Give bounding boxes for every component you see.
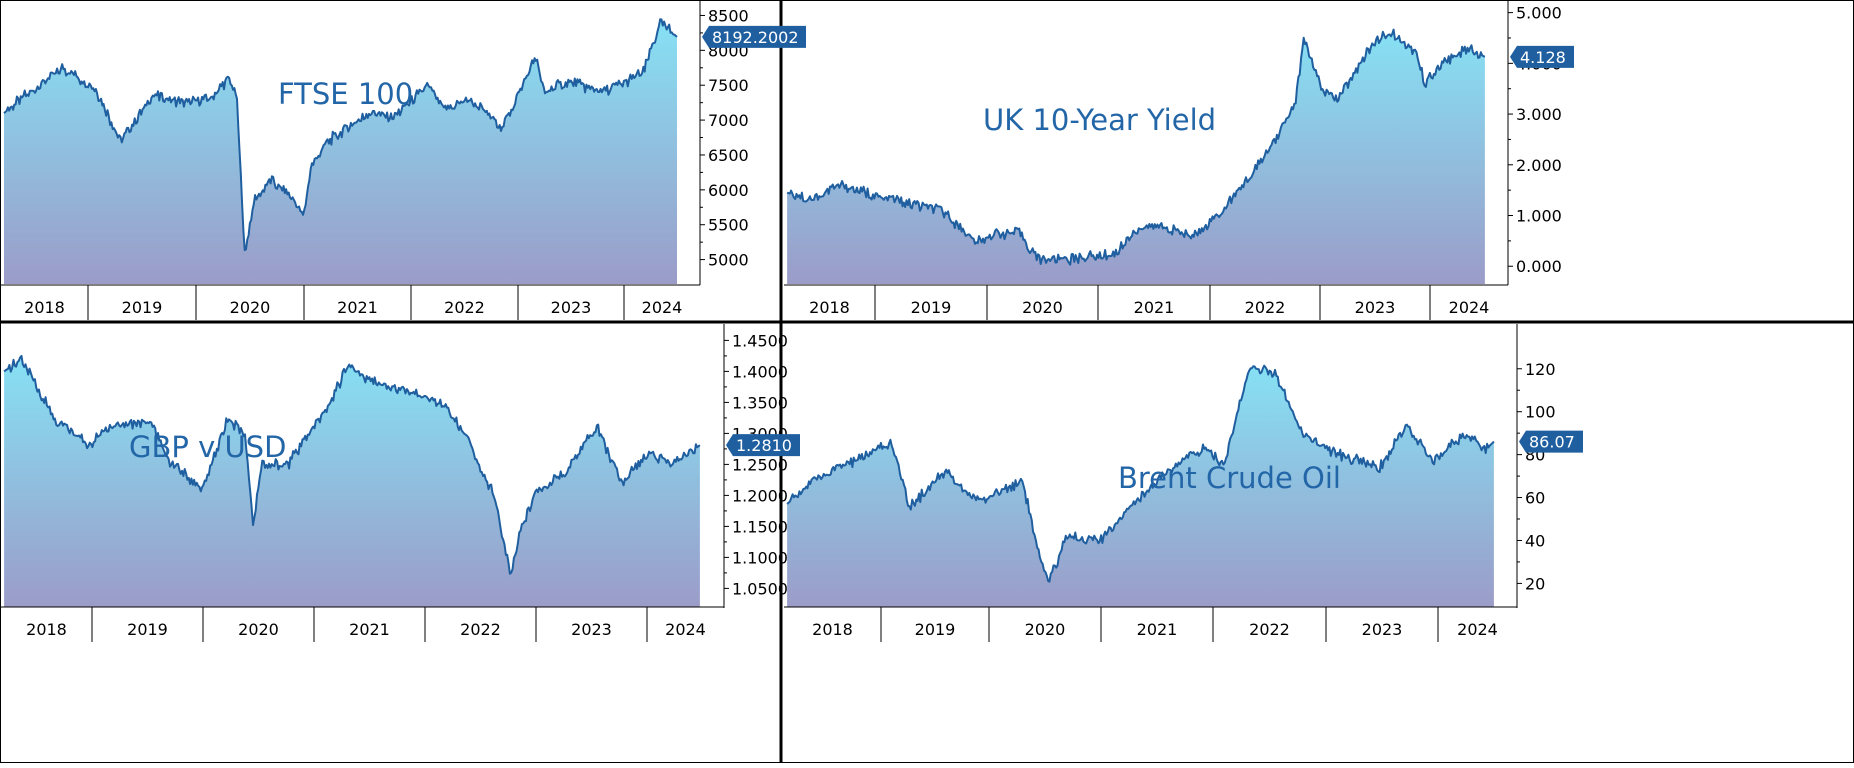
x-tick-label: 2021 bbox=[349, 620, 390, 639]
y-tick-label: 1.1000 bbox=[732, 548, 788, 567]
chart-title: FTSE 100 bbox=[278, 77, 413, 111]
y-tick-label: 7500 bbox=[708, 76, 749, 95]
y-tick-label: 5500 bbox=[708, 216, 749, 235]
y-tick-label: 0.000 bbox=[1516, 257, 1562, 276]
x-tick-label: 2024 bbox=[665, 620, 706, 639]
x-tick-label: 2021 bbox=[337, 298, 378, 317]
last-value-badge bbox=[1510, 45, 1574, 68]
y-tick-label: 1.4000 bbox=[732, 362, 788, 381]
series-line bbox=[786, 28, 1486, 266]
x-tick-label: 2023 bbox=[1362, 620, 1403, 639]
last-value-badge bbox=[726, 434, 800, 457]
area-fill bbox=[4, 19, 677, 284]
last-value-label: 1.2810 bbox=[736, 436, 792, 455]
y-tick-label: 8500 bbox=[708, 6, 749, 25]
x-tick-label: 2024 bbox=[1449, 298, 1490, 317]
x-tick-label: 2019 bbox=[911, 298, 952, 317]
series-line bbox=[786, 364, 1495, 583]
x-tick-label: 2019 bbox=[127, 620, 168, 639]
y-tick-label: 100 bbox=[1525, 403, 1556, 422]
area-fill bbox=[787, 365, 1494, 607]
y-tick-label: 6000 bbox=[708, 181, 749, 200]
x-tick-label: 2019 bbox=[915, 620, 956, 639]
y-tick-label: 120 bbox=[1525, 360, 1556, 379]
x-tick-label: 2021 bbox=[1134, 298, 1175, 317]
chart-panel-2: 0.0001.0002.0003.0004.0005.0004.12820182… bbox=[784, 1, 1574, 320]
x-tick-label: 2020 bbox=[1025, 620, 1066, 639]
area-fill bbox=[787, 29, 1485, 284]
x-tick-label: 2023 bbox=[1355, 298, 1396, 317]
chart-title: Brent Crude Oil bbox=[1118, 461, 1341, 495]
x-tick-label: 2018 bbox=[24, 298, 65, 317]
chart-panel-3: 1.05001.10001.15001.20001.25001.30001.35… bbox=[1, 324, 800, 642]
y-tick-label: 1.1500 bbox=[732, 517, 788, 536]
last-value-label: 4.128 bbox=[1520, 48, 1566, 67]
x-tick-label: 2020 bbox=[230, 298, 271, 317]
x-tick-label: 2020 bbox=[1022, 298, 1063, 317]
x-tick-label: 2020 bbox=[238, 620, 279, 639]
series-line bbox=[3, 354, 701, 575]
x-tick-label: 2022 bbox=[1245, 298, 1286, 317]
x-tick-label: 2018 bbox=[26, 620, 67, 639]
y-tick-label: 5.000 bbox=[1516, 4, 1562, 23]
x-tick-label: 2018 bbox=[812, 620, 853, 639]
last-value-label: 86.07 bbox=[1529, 433, 1575, 452]
y-tick-label: 1.2000 bbox=[732, 486, 788, 505]
y-tick-label: 6500 bbox=[708, 146, 749, 165]
x-tick-label: 2022 bbox=[1249, 620, 1290, 639]
chart-title: GBP v USD bbox=[129, 430, 286, 464]
x-tick-label: 2022 bbox=[444, 298, 485, 317]
last-value-badge bbox=[1519, 430, 1583, 453]
y-tick-label: 20 bbox=[1525, 574, 1545, 593]
chart-panel-1: 500055006000650070007500800085008192.200… bbox=[1, 1, 806, 320]
y-tick-label: 1.4500 bbox=[732, 331, 788, 350]
y-tick-label: 1.2500 bbox=[732, 455, 788, 474]
y-tick-label: 2.000 bbox=[1516, 156, 1562, 175]
y-tick-label: 5000 bbox=[708, 251, 749, 270]
y-tick-label: 40 bbox=[1525, 531, 1545, 550]
x-tick-label: 2024 bbox=[1457, 620, 1498, 639]
x-tick-label: 2023 bbox=[551, 298, 592, 317]
y-tick-label: 3.000 bbox=[1516, 105, 1562, 124]
area-fill bbox=[4, 355, 700, 607]
y-tick-label: 1.3500 bbox=[732, 393, 788, 412]
x-tick-label: 2024 bbox=[642, 298, 683, 317]
x-tick-label: 2021 bbox=[1137, 620, 1178, 639]
chart-title: UK 10-Year Yield bbox=[983, 103, 1216, 137]
series-line bbox=[3, 18, 678, 252]
last-value-badge bbox=[702, 25, 806, 48]
y-tick-label: 7000 bbox=[708, 111, 749, 130]
y-tick-label: 1.000 bbox=[1516, 207, 1562, 226]
y-tick-label: 60 bbox=[1525, 489, 1545, 508]
x-tick-label: 2019 bbox=[122, 298, 163, 317]
y-tick-label: 1.0500 bbox=[732, 579, 788, 598]
x-tick-label: 2018 bbox=[809, 298, 850, 317]
x-tick-label: 2022 bbox=[460, 620, 501, 639]
last-value-label: 8192.2002 bbox=[712, 28, 799, 47]
x-tick-label: 2023 bbox=[571, 620, 612, 639]
